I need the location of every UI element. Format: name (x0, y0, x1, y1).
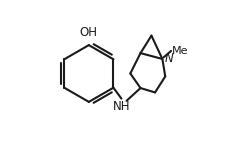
Text: NH: NH (113, 100, 130, 113)
Text: N: N (165, 52, 174, 65)
Text: OH: OH (80, 26, 98, 39)
Text: Me: Me (172, 46, 189, 56)
